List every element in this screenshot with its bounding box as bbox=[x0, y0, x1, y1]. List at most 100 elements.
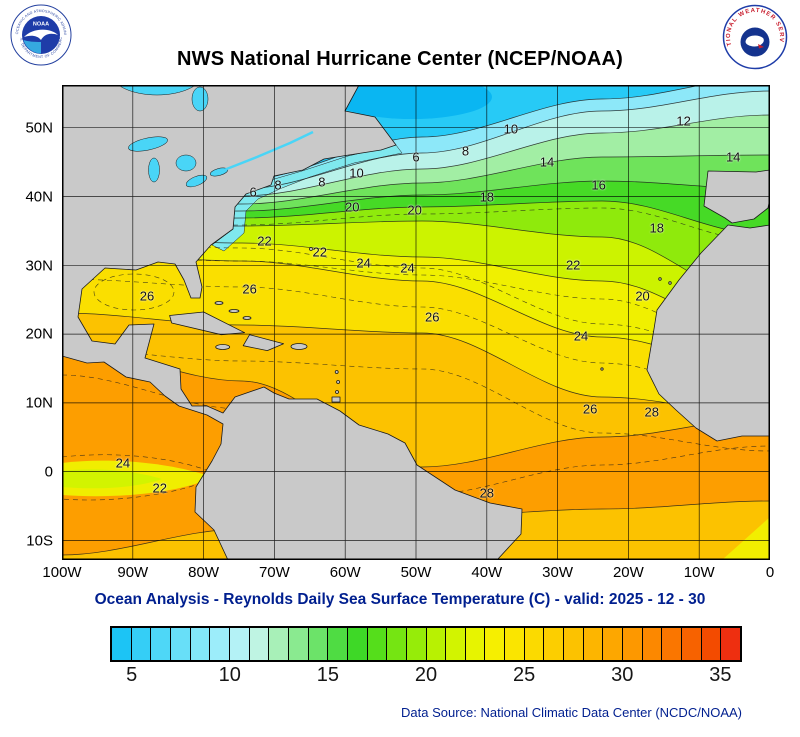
island-bahamas bbox=[228, 309, 240, 313]
lake-erie bbox=[185, 174, 208, 188]
colorbar-segment bbox=[347, 628, 368, 660]
contour-label: 24 bbox=[115, 455, 131, 471]
contour-overlay: 6 8 8 10 6 8 10 12 14 14 16 18 18 20 20 22 22 24 24 22 20 26 2… bbox=[62, 85, 770, 560]
colorbar-segment bbox=[701, 628, 722, 660]
lat-axis: 50N 40N 30N 20N 10N 0 10S bbox=[0, 85, 58, 560]
island-cape-verde bbox=[600, 367, 604, 371]
island-jamaica bbox=[215, 344, 231, 350]
contour-label: 12 bbox=[676, 113, 691, 129]
noaa-label: NOAA bbox=[33, 22, 49, 28]
grid-lines bbox=[62, 85, 770, 560]
page-title: NWS National Hurricane Center (NCEP/NOAA… bbox=[176, 48, 624, 70]
contour-label: 26 bbox=[139, 288, 155, 304]
noaa-logo: NATIONAL OCEANIC AND ATMOSPHERIC ADMINIS… bbox=[10, 4, 72, 66]
colorbar-segment bbox=[190, 628, 211, 660]
hudson-bay bbox=[118, 85, 196, 96]
island-bahamas bbox=[214, 301, 224, 305]
colorbar-segment bbox=[308, 628, 329, 660]
map-frame bbox=[62, 85, 770, 560]
lon-tick-label: 40W bbox=[471, 564, 503, 581]
colorbar-segment bbox=[642, 628, 663, 660]
nws-cloud-icon bbox=[745, 35, 764, 47]
island-antilles bbox=[334, 370, 339, 374]
colorbar-segment bbox=[524, 628, 545, 660]
colorbar-segment bbox=[623, 628, 643, 660]
colorbar-segment bbox=[465, 628, 486, 660]
lat-tick-label: 10S bbox=[26, 532, 53, 550]
lon-tick-label: 50W bbox=[400, 564, 432, 581]
lon-tick-label: 70W bbox=[258, 564, 290, 581]
lon-tick-label: 100W bbox=[42, 564, 82, 581]
nws-logo: NATIONAL WEATHER SERVICE bbox=[722, 4, 788, 70]
colorbar-segment bbox=[426, 628, 447, 660]
lon-tick-label: 30W bbox=[542, 564, 574, 581]
land-layer bbox=[62, 85, 770, 560]
colorbar-segment bbox=[269, 628, 289, 660]
contour-label: 10 bbox=[349, 165, 364, 181]
lakes-layer bbox=[118, 85, 314, 188]
contour-label: 8 bbox=[274, 177, 282, 193]
sst-map-graphic bbox=[62, 85, 770, 560]
noaa-gull-icon bbox=[24, 29, 58, 40]
sst-map: 6 8 8 10 6 8 10 12 14 14 16 18 18 20 20 22 22 24 24 22 20 26 2… bbox=[62, 85, 770, 560]
contour-label: 24 bbox=[573, 328, 589, 344]
contour-label: 22 bbox=[257, 233, 272, 249]
lat-tick-label: 0 bbox=[44, 463, 53, 481]
lake-superior bbox=[128, 136, 168, 152]
colorbar-tick-label: 10 bbox=[218, 664, 241, 686]
colorbar-segment bbox=[721, 628, 740, 660]
contour-label: 16 bbox=[591, 177, 606, 193]
st-lawrence-river bbox=[218, 130, 314, 174]
lat-tick-label: 40N bbox=[25, 188, 53, 206]
lat-tick-label: 20N bbox=[25, 325, 53, 343]
island-hispaniola bbox=[242, 334, 284, 351]
island-bahamas bbox=[242, 316, 252, 320]
lon-axis: 100W 90W 80W 70W 60W 50W 40W 30W 20W 10W 0 bbox=[42, 564, 774, 584]
lon-tick-label: 80W bbox=[188, 564, 220, 581]
colorbar-tick-label: 30 bbox=[611, 664, 634, 686]
lon-tick-label: 90W bbox=[117, 564, 149, 581]
james-bay bbox=[191, 86, 209, 112]
colorbar-tick-label: 20 bbox=[414, 664, 438, 686]
colorbar-segment bbox=[662, 628, 683, 660]
lon-tick-label: 10W bbox=[683, 564, 715, 581]
colorbar-segment bbox=[367, 628, 388, 660]
contour-label: 22 bbox=[312, 244, 327, 260]
island-puerto-rico bbox=[290, 343, 308, 350]
colorbar-segment bbox=[603, 628, 624, 660]
contour-label: 22 bbox=[565, 257, 581, 273]
contour-label: 20 bbox=[635, 288, 650, 304]
contour-label: 20 bbox=[345, 199, 360, 215]
colorbar-segment bbox=[406, 628, 427, 660]
colorbar-segment bbox=[249, 628, 270, 660]
contour-label: 26 bbox=[582, 401, 598, 417]
colorbar-segment bbox=[328, 628, 348, 660]
colorbar-tick-label: 15 bbox=[316, 664, 339, 686]
colorbar-segment bbox=[485, 628, 506, 660]
colorbar-segment bbox=[505, 628, 525, 660]
map-caption: Ocean Analysis - Reynolds Daily Sea Surf… bbox=[94, 591, 706, 608]
colorbar-tick-label: 35 bbox=[709, 664, 732, 686]
contour-label: 24 bbox=[400, 260, 415, 276]
contour-label: 28 bbox=[479, 485, 495, 501]
lon-tick-label: 20W bbox=[612, 564, 644, 581]
island-antilles bbox=[335, 390, 339, 394]
lat-tick-label: 50N bbox=[25, 119, 53, 137]
contour-label: 20 bbox=[407, 202, 422, 218]
colorbar-segment bbox=[112, 628, 132, 660]
lon-tick-label: 0 bbox=[765, 564, 775, 581]
island-trinidad bbox=[331, 396, 341, 403]
contour-label: 8 bbox=[318, 174, 326, 190]
lake-michigan bbox=[148, 157, 160, 183]
contour-label: 18 bbox=[479, 189, 495, 205]
contour-lines-dashed bbox=[62, 207, 770, 501]
nws-bolt-icon bbox=[758, 44, 764, 49]
island-antilles bbox=[336, 380, 341, 384]
colorbar-segment bbox=[210, 628, 230, 660]
land-africa bbox=[646, 224, 770, 442]
contour-label: 8 bbox=[461, 143, 470, 159]
colorbar-segment bbox=[170, 628, 191, 660]
colorbar-segment bbox=[583, 628, 604, 660]
contour-label: 6 bbox=[412, 149, 420, 165]
contour-label: 14 bbox=[539, 154, 555, 170]
